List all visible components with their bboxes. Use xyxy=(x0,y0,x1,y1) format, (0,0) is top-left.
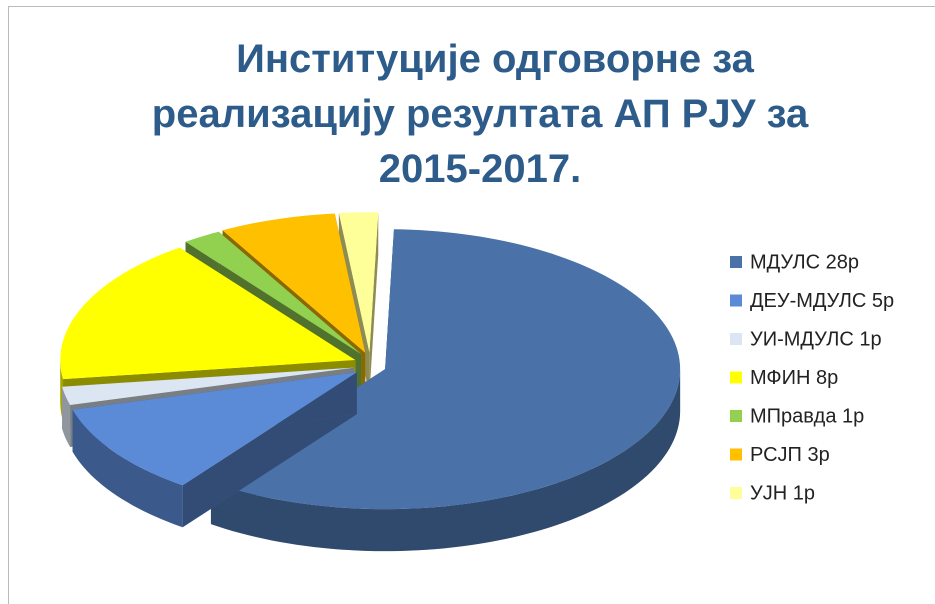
legend-swatch xyxy=(730,371,742,384)
legend-swatch xyxy=(730,333,742,345)
legend-swatch xyxy=(730,256,742,268)
slice xyxy=(60,247,356,380)
legend-label: ДЕУ-МДУЛС 5р xyxy=(750,290,894,312)
legend-swatch xyxy=(730,294,742,307)
legend-swatch xyxy=(730,410,742,422)
slice-shade xyxy=(210,369,681,552)
slice xyxy=(72,372,357,486)
legend-label: УЈН 1р xyxy=(750,482,815,504)
legend-label: УИ-МДУЛС 1р xyxy=(750,328,882,350)
slice-shade xyxy=(62,386,71,448)
chart-title: 2015-2017. xyxy=(379,147,581,191)
slice xyxy=(62,367,355,406)
chart-border xyxy=(8,6,935,604)
chart-title: реализацију резултата АП РЈУ за xyxy=(152,92,809,136)
slice-side xyxy=(210,369,681,552)
slice xyxy=(222,213,366,353)
slice xyxy=(338,212,379,353)
slice-side xyxy=(72,409,183,528)
slice-group xyxy=(72,372,357,528)
slice-shade xyxy=(72,409,183,528)
slice-shade xyxy=(369,212,379,395)
legend-label: МДУЛС 28р xyxy=(750,251,859,273)
legend-swatch xyxy=(730,487,742,499)
legend-label: РСЈП 3р xyxy=(750,444,830,466)
legend-label: МФИН 8р xyxy=(750,367,838,389)
slice xyxy=(185,231,362,355)
chart-title: Институције одговорне за xyxy=(236,37,754,81)
legend-swatch xyxy=(730,448,742,461)
slice-side xyxy=(62,386,71,448)
slice-side xyxy=(369,212,379,395)
legend-label: МПравда 1р xyxy=(750,405,864,427)
slice xyxy=(210,229,681,510)
